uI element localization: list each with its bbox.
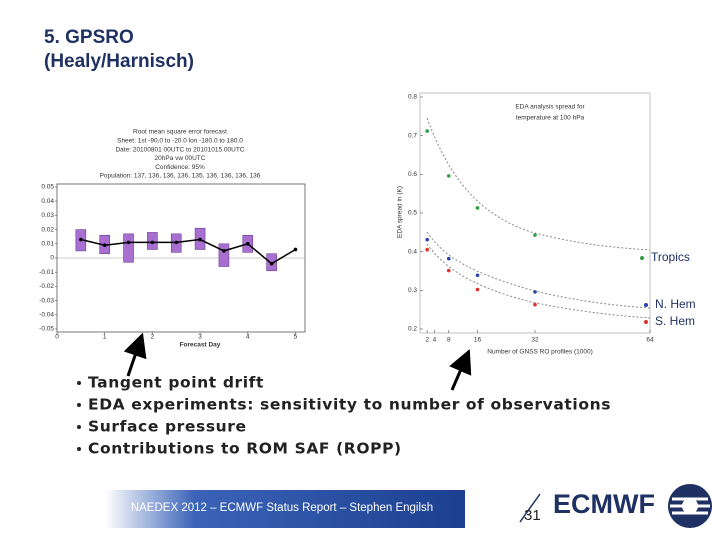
fit-curve (426, 243, 651, 319)
y-tick-label: -0.01 (39, 269, 54, 276)
x-tick-label: 32 (531, 337, 539, 344)
y-tick-label: 0.3 (408, 287, 417, 294)
footer-bar (105, 490, 465, 528)
footer-text: NAEDEX 2012 – ECMWF Status Report – Step… (131, 502, 433, 514)
right-chart: 0.2 0.3 0.4 0.5 0.6 0.7 0.8 2 4 8 16 32 64 Number of … (397, 92, 696, 356)
y-tick-label: 0.02 (41, 226, 54, 233)
rmse-point (126, 240, 131, 245)
x-tick-label: 3 (198, 334, 202, 341)
y-tick-label: 0 (50, 255, 54, 262)
arrow (123, 332, 147, 377)
rmse-point (150, 240, 155, 245)
logo-icon (668, 484, 712, 528)
page-number: 31 (524, 507, 541, 524)
bullet-text: Tangent point drift (88, 374, 264, 392)
bullet-text: EDA experiments: sensitivity to number o… (88, 396, 611, 414)
y-tick-label: 0.2 (408, 326, 417, 333)
x-tick-label: 4 (433, 337, 437, 344)
legend-label: S. Hem (655, 314, 695, 328)
point (446, 174, 451, 178)
point (475, 287, 480, 292)
fit-curve (426, 117, 651, 251)
rmse-point (102, 243, 107, 248)
x-tick-label: 1 (103, 334, 107, 341)
arrow (449, 348, 472, 391)
annotation: temperature at 100 hPa (516, 115, 585, 122)
left-chart: Root mean square error forecast Sheet: 1s… (39, 129, 306, 349)
x-tick-label: 8 (447, 337, 451, 344)
chart-title: Root mean square error forecast (133, 129, 227, 136)
chart-title: Confidence: 95% (155, 164, 205, 171)
point (533, 290, 537, 294)
point (425, 129, 429, 133)
y-tick-label: 0.05 (41, 184, 54, 191)
point (446, 268, 451, 273)
x-tick-label: 0 (55, 334, 59, 341)
y-tick-label: 0.8 (408, 94, 417, 101)
rmse-point (198, 237, 202, 242)
annotation: EDA analysis spread for (515, 104, 585, 111)
title-line: (Healy/Harnisch) (44, 51, 194, 72)
rmse-point (245, 242, 250, 246)
point (446, 256, 451, 261)
y-tick-label: 0.7 (408, 132, 417, 139)
x-tick-label: 64 (646, 337, 654, 344)
divider (519, 493, 541, 523)
chart-title: 20hPa vw 00UTC (155, 155, 206, 162)
x-tick-label: 5 (294, 334, 298, 341)
rmse-point (269, 261, 274, 266)
point (475, 206, 480, 210)
point (533, 302, 537, 307)
y-tick-label: 0.5 (408, 210, 417, 217)
bullet-text: Surface pressure (88, 418, 247, 436)
legend-label: N. Hem (655, 297, 696, 311)
x-tick-label: 2 (151, 334, 155, 341)
legend-marker (644, 320, 648, 324)
fit-curve (426, 231, 651, 309)
x-tick-label: 4 (246, 334, 250, 341)
y-tick-label: -0.03 (39, 297, 54, 304)
bullet-dot (77, 447, 81, 451)
logo-text: ECMWF (553, 489, 655, 519)
rmse-line (80, 238, 296, 265)
confidence-box (123, 233, 134, 263)
y-axis-label: EDA spread in (K) (397, 186, 404, 238)
rmse-point (222, 249, 226, 253)
rmse-point (79, 237, 83, 242)
chart-title: Population: 137, 136, 136, 136, 135, 136… (100, 173, 261, 180)
plot-frame (419, 92, 651, 334)
y-tick-label: -0.05 (39, 326, 54, 333)
bullet-text: Contributions to ROM SAF (ROPP) (88, 440, 402, 458)
y-tick-label: 0.03 (41, 212, 54, 219)
x-tick-label: 2 (425, 337, 429, 344)
bullet-dot (77, 403, 81, 407)
bullet-dot (77, 425, 81, 429)
y-tick-label: 0.6 (408, 171, 417, 178)
y-tick-label: 0.04 (41, 198, 54, 205)
y-tick-label: -0.04 (39, 312, 54, 319)
rmse-point (293, 247, 298, 252)
legend-marker (644, 303, 648, 307)
x-tick-label: 16 (474, 337, 482, 344)
legend-marker (640, 256, 644, 260)
title-line: 5. GPSRO (44, 27, 134, 48)
chart-title: Sheet: 1st -90.0 to -20.0 lon -180.0 to … (117, 138, 243, 145)
y-tick-label: 0.4 (408, 248, 417, 255)
point (425, 247, 429, 252)
bullet-list: Tangent point drift EDA experiments: sens… (77, 374, 611, 458)
point (533, 233, 537, 237)
x-axis-label: Number of GNSS RO profiles (1000) (487, 349, 592, 356)
confidence-box (218, 243, 230, 267)
y-tick-label: 0.01 (41, 241, 54, 248)
point (425, 237, 429, 242)
chart-title: Date: 20100801 00UTC to 20101015 00UTC (115, 146, 244, 153)
legend-label: Tropics (651, 250, 690, 264)
x-axis-label: Forecast Day (180, 342, 221, 349)
rmse-point (174, 240, 179, 245)
bullet-dot (77, 381, 81, 385)
point (475, 273, 480, 278)
y-tick-label: -0.02 (39, 283, 54, 290)
